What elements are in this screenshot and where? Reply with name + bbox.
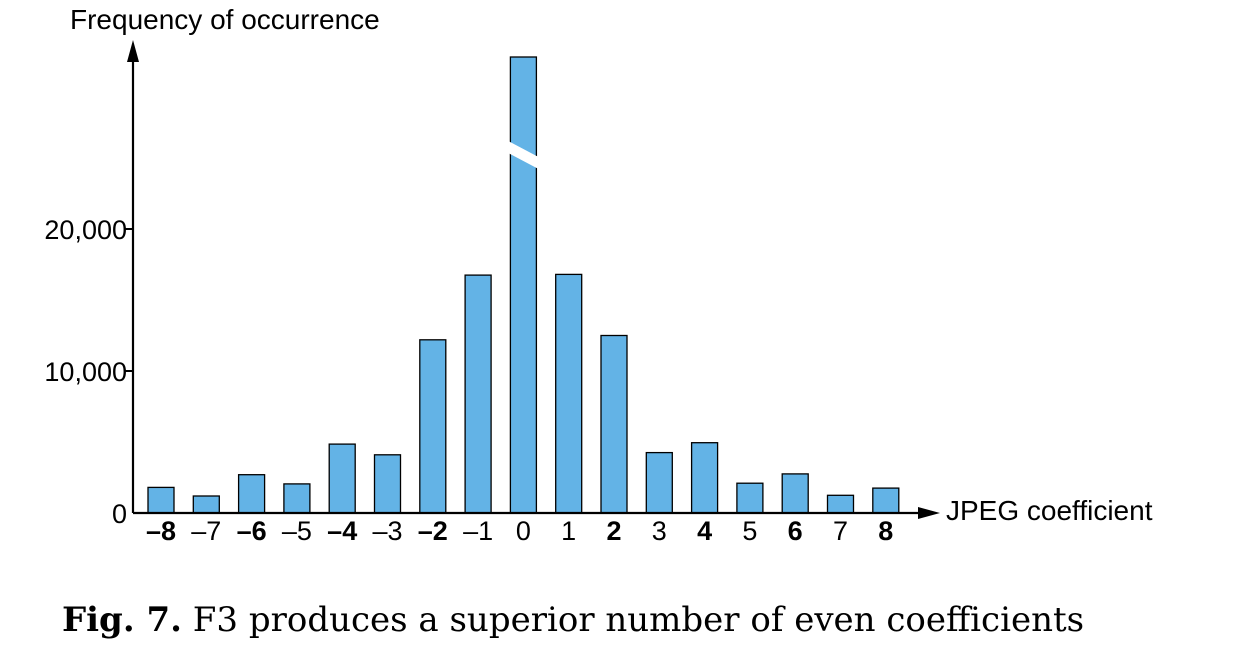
- bar-3: [645, 451, 673, 514]
- y-axis-title: Frequency of occurrence: [70, 4, 380, 35]
- x-tick-label: 0: [516, 516, 531, 546]
- x-tick-label: 7: [833, 516, 848, 546]
- y-ticks: 0 10,000 20,000: [44, 215, 133, 529]
- bars-layer: [147, 56, 900, 514]
- x-axis-title: JPEG coefficient: [946, 495, 1153, 526]
- bar-–1: [464, 274, 492, 514]
- x-ticks: –8 –7 –6 –5 –4 –3 –2 –1 0 1 2 3 4 5 6 7 8: [146, 516, 893, 546]
- axis-break-gap: [506, 140, 541, 170]
- axes: [127, 40, 940, 519]
- y-tick-label: 10,000: [44, 357, 127, 387]
- y-tick-label: 20,000: [44, 215, 127, 245]
- caption-text: F3 produces a superior number of even co…: [182, 600, 1085, 640]
- bar-–6: [237, 474, 266, 514]
- x-tick-label: –1: [463, 516, 493, 546]
- bar-1: [555, 273, 583, 514]
- x-tick-label: –4: [327, 516, 357, 546]
- bar-–4: [328, 443, 356, 514]
- bar-–3: [373, 454, 402, 514]
- x-tick-label: 6: [788, 516, 803, 546]
- bar-7: [826, 494, 855, 514]
- x-tick-label: –7: [191, 516, 221, 546]
- y-axis-arrowhead: [127, 40, 139, 62]
- bar-–5: [283, 483, 311, 514]
- bar-–8: [147, 486, 175, 514]
- bar-8: [872, 487, 900, 514]
- x-tick-label: 2: [606, 516, 621, 546]
- x-tick-label: 1: [561, 516, 576, 546]
- bar-–2: [419, 339, 447, 514]
- x-tick-label: 4: [697, 516, 712, 546]
- x-tick-label: –6: [237, 516, 267, 546]
- bar-2: [600, 334, 628, 514]
- x-tick-label: –5: [282, 516, 312, 546]
- y-tick-label: 0: [112, 499, 127, 529]
- figure-caption: Fig. 7. F3 produces a superior number of…: [62, 600, 1084, 640]
- bar-4: [690, 442, 719, 514]
- bar-–7: [192, 495, 220, 514]
- axis-break-marks: [506, 140, 541, 170]
- x-tick-label: 3: [652, 516, 667, 546]
- x-tick-label: –2: [418, 516, 448, 546]
- x-tick-label: –3: [372, 516, 402, 546]
- x-tick-label: 8: [878, 516, 893, 546]
- bar-0: [509, 56, 538, 514]
- x-axis-arrowhead: [918, 507, 940, 519]
- x-tick-label: –8: [146, 516, 176, 546]
- x-tick-label: 5: [742, 516, 757, 546]
- bar-6: [781, 473, 809, 514]
- caption-label: Fig. 7.: [62, 600, 182, 640]
- bar-5: [736, 482, 764, 514]
